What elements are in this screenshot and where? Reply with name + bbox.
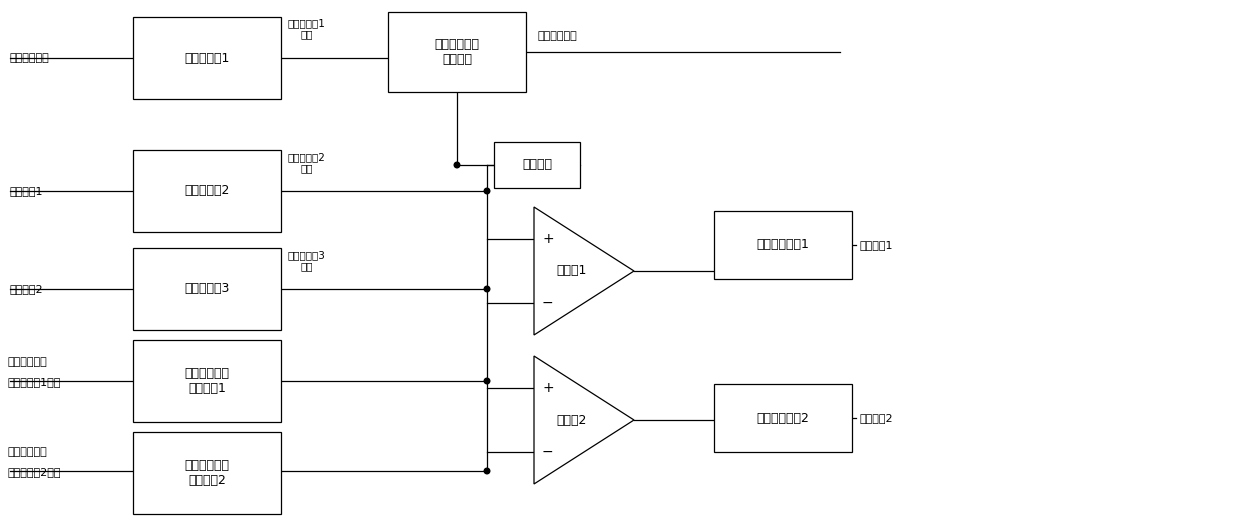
Text: −: − <box>542 296 553 310</box>
Text: 参考电压输出
控制电路1: 参考电压输出 控制电路1 <box>185 367 229 395</box>
Text: 激活信号2: 激活信号2 <box>10 284 43 294</box>
Polygon shape <box>534 207 634 335</box>
Circle shape <box>484 378 490 384</box>
Text: 分压电路: 分压电路 <box>522 158 552 171</box>
FancyBboxPatch shape <box>714 384 852 452</box>
Text: 参考电压输出
控制电路2: 参考电压输出 控制电路2 <box>185 459 229 487</box>
Text: 输出控制电路2: 输出控制电路2 <box>756 411 810 424</box>
Text: +: + <box>542 232 553 246</box>
Text: 热电池单体2
输出: 热电池单体2 输出 <box>288 152 326 174</box>
Circle shape <box>484 468 490 474</box>
Text: 激活信号1: 激活信号1 <box>861 240 894 250</box>
FancyBboxPatch shape <box>494 142 580 188</box>
Text: 热电池单体2: 热电池单体2 <box>185 185 229 197</box>
FancyBboxPatch shape <box>133 340 281 422</box>
Text: −: − <box>542 445 553 459</box>
FancyBboxPatch shape <box>133 248 281 330</box>
Text: +: + <box>542 381 553 395</box>
FancyBboxPatch shape <box>714 211 852 279</box>
Polygon shape <box>534 356 634 484</box>
Text: 比较器1: 比较器1 <box>557 265 588 278</box>
Text: 热电池组输出: 热电池组输出 <box>7 447 48 457</box>
Text: 热电池单体1: 热电池单体1 <box>185 52 229 65</box>
Text: 比较器2: 比较器2 <box>557 413 588 427</box>
Text: 热电池单体2输出: 热电池单体2输出 <box>7 467 62 477</box>
Circle shape <box>484 286 490 292</box>
Text: 热电池组输出
控制电路: 热电池组输出 控制电路 <box>434 38 480 66</box>
Circle shape <box>484 188 490 194</box>
Text: 热电池单体3
输出: 热电池单体3 输出 <box>288 250 326 271</box>
Text: 外部激活信号: 外部激活信号 <box>10 53 50 63</box>
Text: 热电池单体1输出: 热电池单体1输出 <box>7 377 61 387</box>
FancyBboxPatch shape <box>133 150 281 232</box>
FancyBboxPatch shape <box>133 432 281 514</box>
Text: 热电池单体1
输出: 热电池单体1 输出 <box>288 18 326 39</box>
Text: 输出控制电路1: 输出控制电路1 <box>756 238 810 251</box>
Text: 热电池单体3: 热电池单体3 <box>185 282 229 296</box>
Text: 激活信号2: 激活信号2 <box>861 413 894 423</box>
FancyBboxPatch shape <box>388 12 526 92</box>
Circle shape <box>454 162 460 168</box>
Text: 热电池组输出: 热电池组输出 <box>7 357 48 367</box>
FancyBboxPatch shape <box>133 17 281 99</box>
Text: 热电池组输出: 热电池组输出 <box>538 31 578 41</box>
Text: 激活信号1: 激活信号1 <box>10 186 43 196</box>
